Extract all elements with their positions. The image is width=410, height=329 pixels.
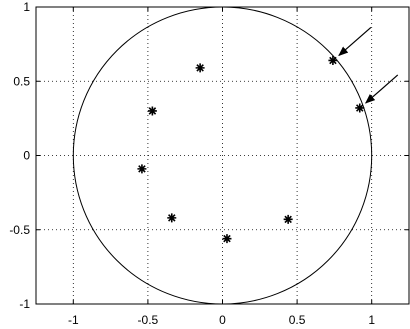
- x-tick-label: 0: [219, 313, 226, 327]
- data-point-marker: [195, 63, 205, 73]
- x-tick-label: -0.5: [138, 313, 159, 327]
- axis-ticks: [36, 6, 409, 305]
- y-tick-label: 0: [23, 149, 30, 163]
- x-axis-tick-labels: -1 -0.5 0 0.5 1: [68, 313, 375, 327]
- y-tick-label: 0.5: [13, 74, 30, 88]
- data-point-marker: [137, 164, 147, 174]
- data-point-marker: [283, 214, 293, 224]
- x-tick-label: 1: [368, 313, 375, 327]
- data-point-marker: [147, 106, 157, 116]
- annotation-arrow-0: [338, 27, 372, 57]
- annotation-arrows: [338, 27, 399, 104]
- y-tick-label: -1: [19, 297, 30, 311]
- x-tick-label: 0.5: [289, 313, 306, 327]
- data-points: [137, 55, 365, 244]
- data-point-marker: [355, 103, 365, 113]
- data-point-marker: [222, 234, 232, 244]
- y-tick-label: -0.5: [9, 223, 30, 237]
- data-point-marker: [167, 213, 177, 223]
- annotation-arrow-1: [365, 74, 399, 104]
- x-tick-label: -1: [68, 313, 79, 327]
- y-axis-tick-labels: -1 -0.5 0 0.5 1: [9, 0, 30, 311]
- data-point-marker: [328, 55, 338, 65]
- y-tick-label: 1: [23, 0, 30, 14]
